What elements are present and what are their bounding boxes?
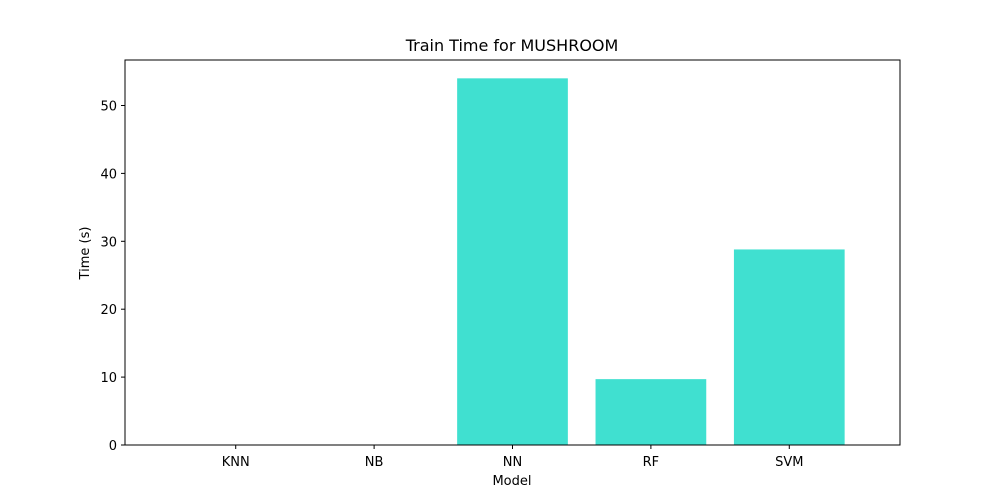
x-tick-label: NB: [365, 455, 384, 470]
y-tick-label: 50: [100, 99, 117, 114]
y-axis-label: Time (s): [78, 227, 93, 281]
chart-title: Train Time for MUSHROOM: [405, 36, 619, 55]
bar-rf: [595, 379, 707, 445]
y-tick-label: 20: [100, 303, 117, 318]
x-tick-label: RF: [643, 455, 660, 470]
x-tick-label: NN: [503, 455, 522, 470]
y-tick-label: 0: [109, 439, 117, 454]
x-axis-ticks: KNN NB NN RF SVM: [222, 445, 803, 470]
y-tick-label: 40: [100, 167, 117, 182]
y-tick-label: 10: [100, 371, 117, 386]
y-axis-ticks: 0 10 20 30 40 50: [100, 99, 125, 454]
bar-svm: [733, 249, 845, 445]
x-tick-label: KNN: [222, 455, 250, 470]
x-axis-label: Model: [492, 474, 531, 489]
x-tick-label: SVM: [775, 455, 803, 470]
y-tick-label: 30: [100, 235, 117, 250]
bars-group: [180, 78, 845, 445]
plot-frame: [124, 59, 901, 446]
bar-nn: [457, 78, 568, 445]
